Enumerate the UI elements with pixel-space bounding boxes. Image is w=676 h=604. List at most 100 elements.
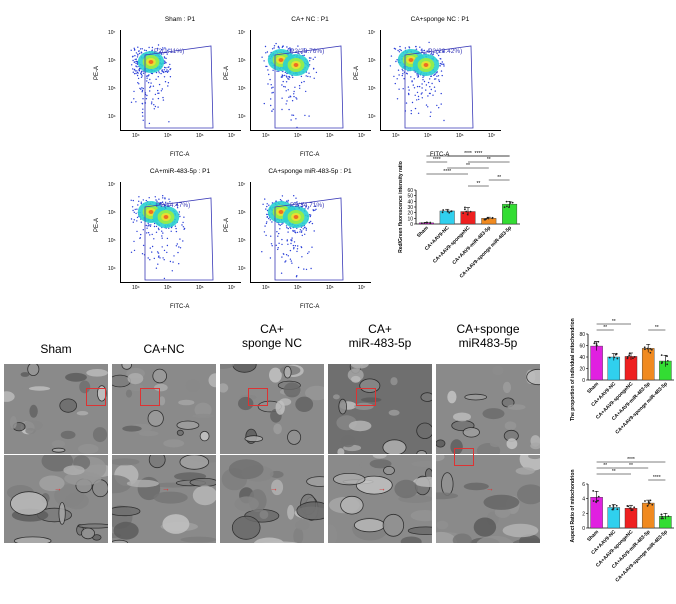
significance-label: ** bbox=[603, 463, 607, 469]
data-point bbox=[469, 210, 472, 213]
gate-percentage: P2(28.76%) bbox=[290, 48, 325, 55]
data-point bbox=[650, 348, 653, 351]
zoom-region-box bbox=[356, 388, 376, 406]
data-point bbox=[425, 221, 428, 224]
data-point bbox=[646, 505, 649, 507]
y-tick-label: 60 bbox=[407, 188, 413, 194]
x-tick-label: 10⁶ bbox=[326, 285, 334, 291]
significance-label: **** bbox=[433, 157, 441, 163]
data-point bbox=[630, 509, 633, 512]
x-tick-label: 10⁶ bbox=[456, 133, 464, 139]
data-point bbox=[613, 356, 616, 359]
significance-label: ** bbox=[476, 181, 480, 187]
x-tick-label: 10⁴ bbox=[262, 285, 270, 291]
data-point bbox=[615, 504, 618, 507]
x-axis-label: FITC-A bbox=[300, 304, 320, 310]
em-image-low-mag bbox=[112, 364, 216, 454]
data-point bbox=[612, 504, 615, 507]
flow-plot: Sham : P1 P2(1.11%) PE-A FITC-A 10⁴ 10⁵ 10⁶ 10⁷… bbox=[94, 16, 241, 158]
y-tick-label: 10 bbox=[407, 216, 413, 222]
svg-text:→: → bbox=[54, 484, 62, 493]
data-point bbox=[464, 208, 466, 211]
data-point bbox=[442, 209, 445, 211]
data-point bbox=[616, 508, 619, 511]
y-tick-label: 10⁷ bbox=[238, 30, 246, 36]
zoom-region-box bbox=[86, 388, 106, 406]
data-point bbox=[484, 218, 487, 221]
flow-plot-canvas bbox=[250, 30, 371, 131]
x-tick-label: 10⁷ bbox=[488, 133, 496, 139]
data-point bbox=[503, 206, 506, 209]
gate-percentage: P2(28.42%) bbox=[428, 48, 463, 55]
y-tick-label: 6 bbox=[582, 482, 585, 488]
em-image-low-mag bbox=[220, 364, 324, 454]
flow-plot-title: CA+miR-483-5p : P1 bbox=[149, 168, 211, 175]
data-point bbox=[633, 356, 636, 358]
y-tick-label: 4 bbox=[582, 497, 585, 503]
data-point bbox=[627, 505, 630, 508]
data-point bbox=[661, 361, 664, 364]
data-point bbox=[666, 359, 669, 362]
svg-text:→: → bbox=[486, 484, 494, 493]
y-axis-label: Aspect Ratio of mitochondrion bbox=[570, 469, 576, 542]
gate-percentage: P2(1.11%) bbox=[154, 48, 185, 55]
x-axis-label: FITC-A bbox=[430, 152, 450, 158]
y-tick-label: 2 bbox=[582, 511, 585, 517]
x-tick-label: Sham bbox=[586, 381, 600, 395]
data-point bbox=[626, 357, 629, 360]
flow-plot: CA+sponge NC : P1 P2(28.42%) PE-A FITC-A 10⁴… bbox=[354, 16, 501, 158]
bar bbox=[590, 345, 603, 381]
data-point bbox=[651, 503, 654, 506]
data-point bbox=[632, 357, 634, 360]
y-tick-label: 20 bbox=[407, 211, 413, 217]
significance-label: ** bbox=[466, 163, 470, 169]
y-tick-label: 0 bbox=[582, 526, 585, 532]
data-point bbox=[616, 357, 619, 360]
data-point bbox=[511, 201, 514, 204]
y-tick-label: 10⁶ bbox=[108, 58, 116, 64]
data-point bbox=[509, 202, 512, 204]
data-point bbox=[615, 353, 618, 355]
data-point bbox=[448, 211, 451, 214]
em-image-low-mag bbox=[328, 364, 432, 454]
data-point bbox=[666, 355, 668, 358]
data-point bbox=[629, 507, 631, 510]
significance-label: **** bbox=[464, 151, 472, 157]
svg-text:→: → bbox=[378, 484, 386, 493]
data-point bbox=[648, 501, 650, 503]
x-tick-label: 10⁴ bbox=[132, 133, 140, 139]
y-tick-label: 20 bbox=[579, 367, 585, 373]
zoom-region-box bbox=[248, 388, 268, 406]
x-tick-label: Sham bbox=[586, 529, 600, 543]
svg-text:→: → bbox=[162, 484, 170, 493]
em-image-high-mag: → bbox=[220, 455, 324, 543]
data-point bbox=[593, 342, 596, 345]
flow-plot-title: CA+sponge miR-483-5p : P1 bbox=[268, 168, 352, 175]
significance-label: **** bbox=[443, 169, 451, 175]
em-image-low-mag bbox=[4, 364, 108, 454]
y-tick-label: 10⁴ bbox=[368, 114, 376, 120]
x-tick-label: 10⁷ bbox=[358, 285, 366, 291]
em-image-high-mag: → bbox=[112, 455, 216, 543]
data-point bbox=[660, 513, 663, 516]
significance-label: ** bbox=[612, 469, 616, 475]
data-point bbox=[661, 515, 664, 518]
y-tick-label: 10⁵ bbox=[108, 238, 116, 244]
data-point bbox=[466, 213, 469, 216]
data-point bbox=[666, 363, 669, 366]
y-tick-label: 80 bbox=[579, 332, 585, 338]
significance-label: **** bbox=[653, 475, 661, 481]
x-tick-label: 10⁵ bbox=[294, 133, 302, 139]
data-point bbox=[649, 351, 652, 354]
em-image-high-mag: → bbox=[4, 455, 108, 543]
significance-label: ** bbox=[497, 175, 501, 181]
data-point bbox=[597, 340, 600, 343]
x-tick-label: 10⁶ bbox=[196, 133, 204, 139]
gate-percentage: P2(14.47%) bbox=[156, 202, 191, 209]
flow-plot-canvas bbox=[120, 30, 241, 131]
y-tick-label: 40 bbox=[407, 199, 413, 205]
x-axis-label: FITC-A bbox=[300, 152, 320, 158]
flow-plot-canvas bbox=[120, 182, 241, 283]
